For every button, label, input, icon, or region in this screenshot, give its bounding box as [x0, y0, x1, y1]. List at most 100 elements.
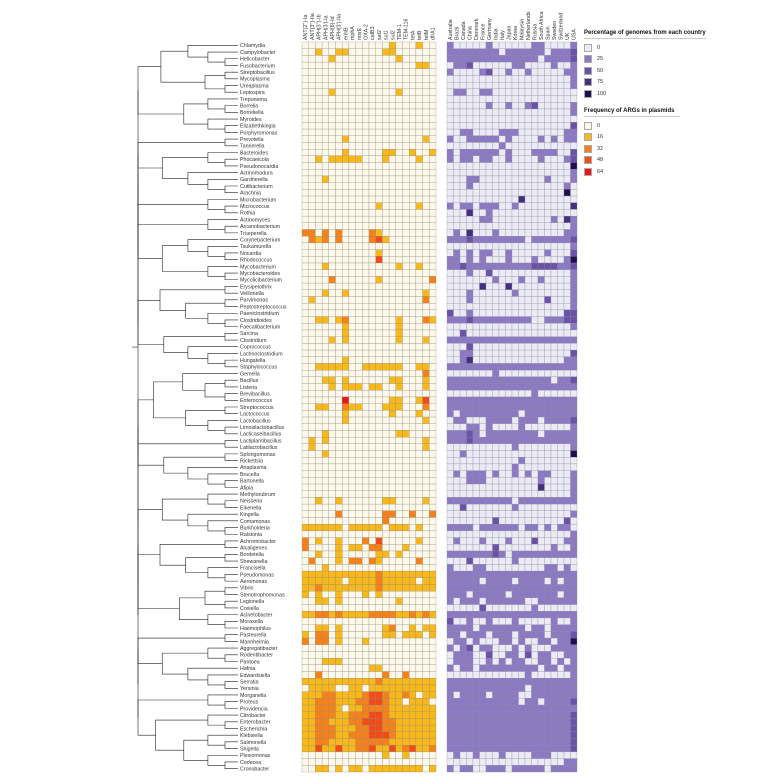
country-heatmap-cell	[531, 343, 539, 351]
arg-heatmap-cell	[328, 370, 336, 378]
arg-heatmap-cell	[362, 363, 370, 371]
arg-heatmap-cell	[308, 597, 316, 605]
country-heatmap-cell	[511, 102, 519, 110]
country-heatmap-cell	[492, 624, 500, 632]
arg-heatmap-cell	[415, 175, 423, 183]
arg-heatmap-cell	[328, 624, 336, 632]
arg-heatmap-cell	[335, 544, 343, 552]
country-heatmap-cell	[531, 41, 539, 49]
arg-heatmap-cell	[315, 108, 323, 116]
arg-heatmap-cell	[409, 450, 417, 458]
arg-heatmap-cell	[321, 256, 329, 264]
arg-heatmap-cell	[415, 483, 423, 491]
country-heatmap-cell	[511, 483, 519, 491]
arg-heatmap-cell	[388, 82, 396, 90]
arg-heatmap-cell	[395, 128, 403, 136]
arg-heatmap-cell	[301, 477, 309, 485]
country-heatmap-cell	[524, 222, 532, 230]
country-heatmap-cell	[453, 303, 461, 311]
country-heatmap-cell	[492, 75, 500, 83]
country-heatmap-cell	[563, 155, 571, 163]
country-heatmap-cell	[505, 403, 513, 411]
country-heatmap-cell	[544, 222, 552, 230]
country-heatmap-cell	[557, 195, 565, 203]
arg-heatmap-cell	[422, 470, 430, 478]
country-heatmap-cell	[531, 537, 539, 545]
genus-label: Pasteurella	[240, 633, 267, 639]
country-heatmap-cell	[511, 169, 519, 177]
country-heatmap-cell	[498, 289, 506, 297]
country-heatmap-cell	[537, 269, 545, 277]
country-heatmap-cell	[524, 396, 532, 404]
country-heatmap-cell	[446, 383, 454, 391]
country-heatmap-cell	[472, 503, 480, 511]
arg-heatmap-cell	[422, 637, 430, 645]
country-heatmap-cell	[459, 765, 467, 773]
arg-heatmap-cell	[429, 631, 437, 639]
arg-heatmap-cell	[382, 517, 390, 525]
country-heatmap-cell	[563, 323, 571, 331]
country-heatmap-cell	[524, 55, 532, 63]
genus-label: Gardnerella	[240, 177, 268, 183]
arg-heatmap-cell	[388, 470, 396, 478]
arg-heatmap-cell	[348, 490, 356, 498]
country-heatmap-cell	[570, 135, 578, 143]
arg-heatmap-cell	[429, 657, 437, 665]
arg-heatmap-cell	[308, 591, 316, 599]
arg-heatmap-cell	[402, 182, 410, 190]
country-heatmap-cell	[498, 758, 506, 766]
arg-heatmap-cell	[308, 296, 316, 304]
arg-heatmap-cell	[308, 128, 316, 136]
arg-heatmap-cell	[382, 577, 390, 585]
arg-heatmap-cell	[415, 503, 423, 511]
arg-heatmap-cell	[362, 108, 370, 116]
arg-heatmap-cell	[395, 745, 403, 753]
country-heatmap-cell	[557, 443, 565, 451]
arg-heatmap-cell	[368, 751, 376, 759]
country-heatmap-cell	[479, 430, 487, 438]
arg-heatmap-cell	[362, 249, 370, 257]
arg-heatmap-cell	[402, 370, 410, 378]
arg-heatmap-cell	[355, 664, 363, 672]
arg-heatmap-cell	[348, 41, 356, 49]
country-heatmap-cell	[472, 349, 480, 357]
arg-heatmap-cell	[395, 544, 403, 552]
country-heatmap-cell	[498, 195, 506, 203]
arg-heatmap-cell	[368, 611, 376, 619]
country-heatmap-cell	[537, 423, 545, 431]
country-heatmap-cell	[511, 517, 519, 525]
arg-heatmap-cell	[342, 450, 350, 458]
country-heatmap-cell	[544, 611, 552, 619]
country-heatmap-cell	[492, 336, 500, 344]
arg-heatmap-cell	[409, 611, 417, 619]
country-heatmap-cell	[472, 162, 480, 170]
country-heatmap-cell	[446, 182, 454, 190]
arg-heatmap-cell	[422, 175, 430, 183]
arg-heatmap-cell	[415, 691, 423, 699]
country-heatmap-cell	[518, 624, 526, 632]
arg-heatmap-cell	[422, 510, 430, 518]
country-heatmap-cell	[570, 564, 578, 572]
arg-heatmap-cell	[342, 115, 350, 123]
genus-label: Plesiomonas	[240, 753, 271, 759]
country-heatmap-cell	[550, 175, 558, 183]
country-heatmap-cell	[505, 329, 513, 337]
genus-label: Prevotella	[240, 137, 264, 143]
arg-heatmap-cell	[308, 195, 316, 203]
country-heatmap-cell	[466, 229, 474, 237]
arg-heatmap-cell	[328, 155, 336, 163]
country-heatmap-cell	[466, 276, 474, 284]
arg-heatmap-cell	[355, 309, 363, 317]
country-heatmap-cell	[479, 711, 487, 719]
country-heatmap-cell	[466, 510, 474, 518]
arg-heatmap-cell	[328, 751, 336, 759]
arg-heatmap-cell	[308, 376, 316, 384]
country-heatmap-cell	[446, 483, 454, 491]
arg-heatmap-cell	[395, 309, 403, 317]
country-heatmap-cell	[557, 75, 565, 83]
arg-heatmap-cell	[395, 149, 403, 157]
country-heatmap-cell	[446, 758, 454, 766]
column-label: mphA	[350, 26, 356, 40]
tree-branch	[183, 739, 208, 761]
arg-heatmap-cell	[368, 416, 376, 424]
